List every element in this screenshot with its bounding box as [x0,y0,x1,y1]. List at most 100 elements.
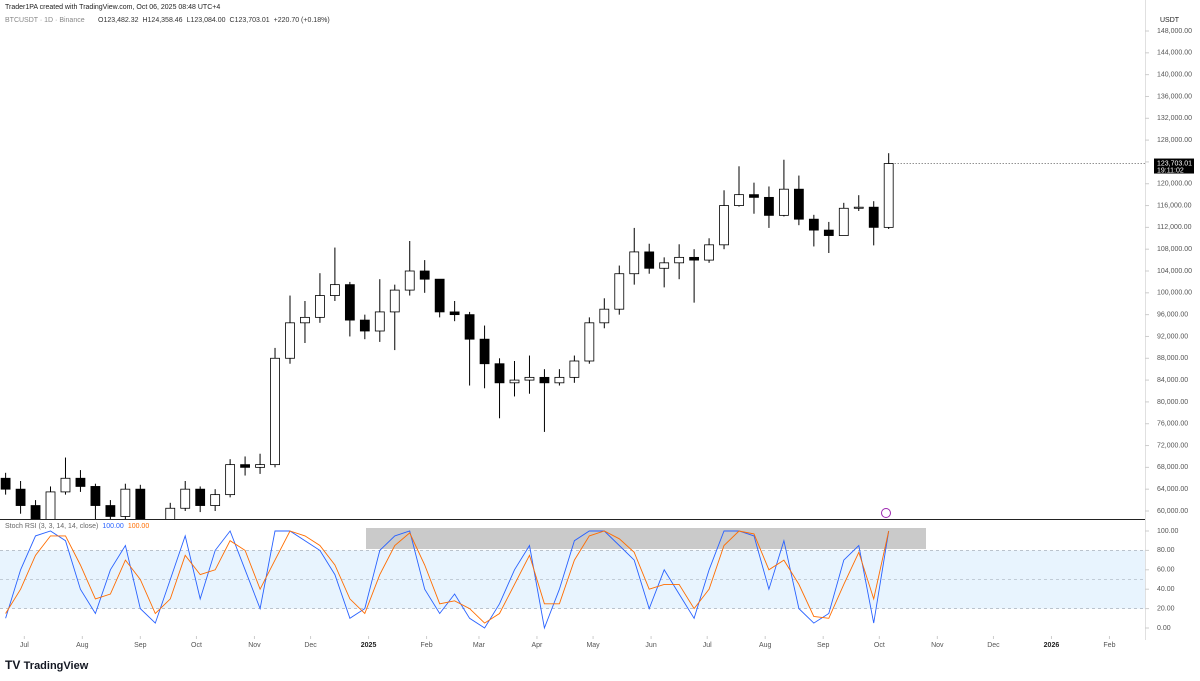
candle-body [344,284,355,321]
candle-body [374,311,385,332]
y-tick-label: 100,000.00 [1157,290,1192,297]
candle-body [629,251,640,275]
candle-body [868,206,879,228]
candle-body [479,338,490,365]
y-tick-label: 60.00 [1157,567,1175,574]
x-tick-label: Dec [304,642,317,649]
indicator-title: Stoch RSI (3, 3, 14, 14, close) [5,523,98,530]
candles [0,153,894,527]
y-tick-label: 136,000.00 [1157,93,1192,100]
x-tick-label: Oct [191,642,202,649]
candle-body [15,488,26,506]
ohlc-value: C123,703.01 [230,17,270,24]
symbol: BTCUSDT · 1D · Binance [5,17,85,24]
candle-body [270,357,280,466]
candle-body [584,322,595,362]
x-tick-label: Oct [874,642,885,649]
y-tick-label: 72,000.00 [1157,442,1188,449]
candle-body [240,464,250,468]
y-tick-label: 20.00 [1157,605,1175,612]
candle-body [30,505,41,519]
candle-body [749,194,759,198]
candle-body [151,522,160,527]
highlight-box [366,528,926,549]
x-tick-label: May [586,642,600,649]
candle-body [689,256,699,261]
y-tick-label: 128,000.00 [1157,137,1192,144]
candle-body [330,284,340,296]
y-tick-label: 92,000.00 [1157,333,1188,340]
countdown: 19:11:02 [1157,167,1184,174]
last-price-box [1154,158,1194,174]
candle-body [120,488,131,517]
candle-body [764,196,774,216]
candle-body [45,491,56,519]
candle-body [704,244,714,261]
candle-body [793,188,804,220]
y-tick-label: 64,000.00 [1157,486,1188,493]
y-tick-label: 108,000.00 [1157,246,1192,253]
candle-body [449,311,460,316]
credit: Trader1PA created with TradingView.com, … [5,4,220,11]
x-tick-label: Mar [473,642,486,649]
candle-body [734,194,744,206]
candle-body [0,477,11,490]
candle-body [509,379,520,384]
x-tick-label: Aug [759,642,772,649]
candle-body [614,273,625,310]
candle-body [75,477,86,487]
stoch-line [5,530,890,624]
y-tick-label: 88,000.00 [1157,355,1188,362]
candle-body [180,488,191,509]
x-tick-label: 2025 [361,642,377,649]
candle-body [315,295,325,318]
x-tick-label: Sep [134,642,147,649]
x-tick-label: 2026 [1044,642,1060,649]
candle-body [389,289,400,313]
candle-body [105,505,116,517]
x-tick-label: Dec [987,642,1000,649]
candle-body [165,507,176,519]
x-tick-label: Nov [248,642,261,649]
last-price-label: 123,703.01 [1157,160,1192,167]
candle-body [494,363,505,384]
x-tick-label: Jun [645,642,656,649]
y-tick-label: 84,000.00 [1157,377,1188,384]
y-tick-label: 144,000.00 [1157,50,1192,57]
candle-body [285,322,295,359]
brand-name: TradingView [24,660,89,672]
candle-body [883,163,894,228]
y-tick-label: 0.00 [1157,625,1171,632]
candle-body [524,376,535,381]
ohlc-value: O123,482.32 [98,17,139,24]
candle-body [853,206,864,209]
candle-body [719,205,729,246]
x-tick-label: Nov [931,642,944,649]
candle-body [659,262,670,269]
candle-body [225,464,236,496]
y-tick-label: 60,000.00 [1157,508,1188,515]
y-tick-label: 120,000.00 [1157,181,1192,188]
candle-body [90,486,101,506]
y-tick-label: 40.00 [1157,586,1175,593]
candle-body [599,308,610,324]
x-tick-label: Sep [817,642,830,649]
candle-body [404,270,415,291]
candle-body [195,488,206,506]
y-tick-label: 80,000.00 [1157,399,1188,406]
y-tick-label: 104,000.00 [1157,268,1192,275]
candle-body [419,270,430,280]
x-tick-label: Apr [531,642,543,649]
x-tick-label: Jul [20,642,29,649]
candle-body [823,229,834,236]
candle-body [60,477,71,493]
candle-body [135,488,146,519]
brand: ⁠TV TradingView [5,658,89,672]
candle-body [255,464,265,468]
event-marker [881,508,891,518]
y-tick-label: 96,000.00 [1157,311,1188,318]
candle-body [644,251,655,269]
x-tick-label: Aug [76,642,89,649]
ohlc-value: L123,084.00 [187,17,226,24]
